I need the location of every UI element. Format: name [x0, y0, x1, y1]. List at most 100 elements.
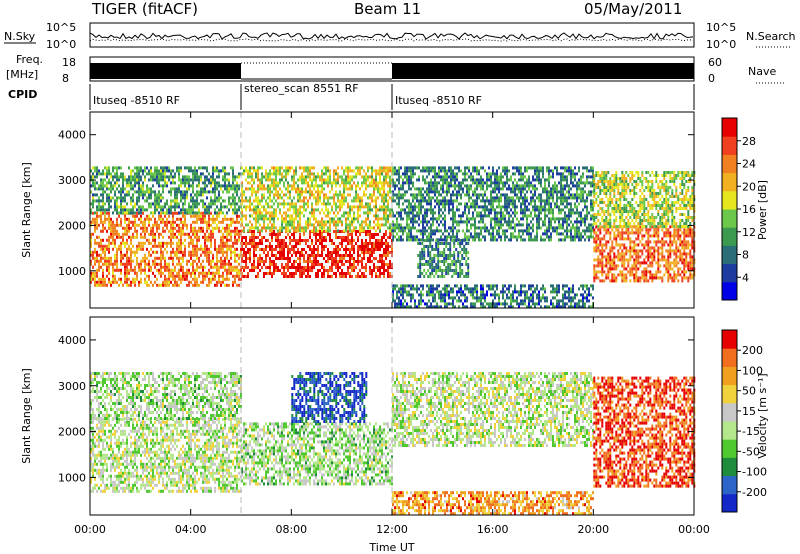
heat-cell — [279, 229, 281, 233]
heat-cell — [353, 220, 355, 224]
heat-cell — [126, 262, 128, 266]
heat-cell — [498, 181, 500, 185]
heat-cell — [216, 169, 218, 173]
heat-cell — [387, 266, 389, 269]
heat-cell — [146, 256, 148, 260]
heat-cell — [150, 190, 152, 194]
heat-cell — [160, 199, 162, 203]
heat-cell — [383, 169, 385, 173]
heat-cell — [241, 220, 243, 224]
heat-cell — [158, 169, 160, 173]
heat-cell — [301, 229, 303, 233]
heat-cell — [424, 169, 426, 173]
heat-cell — [100, 172, 102, 176]
heat-cell — [130, 262, 132, 266]
heat-cell — [263, 208, 265, 212]
heat-cell — [383, 175, 385, 179]
heat-cell — [122, 187, 124, 191]
heat-cell — [216, 268, 218, 272]
heat-cell — [232, 244, 234, 248]
heat-cell — [116, 247, 118, 251]
heat-cell — [418, 193, 420, 197]
heat-cell — [305, 202, 307, 206]
heat-cell — [311, 229, 313, 233]
heat-cell — [263, 236, 265, 239]
heat-cell — [357, 272, 359, 275]
heat-cell — [100, 214, 102, 218]
heat-cell — [265, 257, 267, 260]
heat-cell — [532, 184, 534, 188]
heat-cell — [377, 181, 379, 185]
heat-cell — [414, 226, 416, 230]
heat-cell — [232, 202, 234, 206]
heat-cell — [283, 202, 285, 206]
heat-cell — [241, 229, 243, 233]
heat-cell — [311, 193, 313, 197]
heat-cell — [245, 208, 247, 212]
heat-cell — [480, 232, 482, 236]
heat-cell — [279, 254, 281, 257]
heat-cell — [158, 193, 160, 197]
heat-cell — [269, 205, 271, 209]
heat-cell — [496, 172, 498, 176]
heat-cell — [241, 184, 243, 188]
heat-cell — [182, 220, 184, 224]
heat-cell — [114, 262, 116, 266]
heat-cell — [468, 193, 470, 197]
heat-cell — [245, 239, 247, 242]
heat-cell — [118, 223, 120, 227]
heat-cell — [241, 239, 243, 242]
heat-cell — [420, 187, 422, 191]
heat-cell — [148, 283, 150, 287]
heat-cell — [241, 245, 243, 248]
heat-cell — [488, 232, 490, 236]
heat-cell — [297, 199, 299, 203]
heat-cell — [440, 220, 442, 224]
heat-cell — [116, 253, 118, 257]
heat-cell — [224, 175, 226, 179]
heat-cell — [253, 181, 255, 185]
heat-cell — [255, 208, 257, 212]
heat-cell — [104, 220, 106, 224]
heat-cell — [257, 205, 259, 209]
heat-cell — [379, 169, 381, 173]
heat-cell — [271, 184, 273, 188]
heat-cell — [170, 244, 172, 248]
heat-cell — [178, 172, 180, 176]
heat-cell — [373, 263, 375, 266]
heat-cell — [114, 253, 116, 257]
heat-cell — [273, 202, 275, 206]
heat-cell — [496, 217, 498, 221]
heat-cell — [476, 214, 478, 218]
heat-cell — [317, 196, 319, 200]
heat-cell — [385, 169, 387, 173]
heat-cell — [389, 190, 391, 194]
heat-cell — [269, 172, 271, 176]
heat-cell — [160, 250, 162, 254]
heat-cell — [210, 217, 212, 221]
heat-cell — [226, 238, 228, 242]
heat-cell — [293, 260, 295, 263]
heat-cell — [241, 190, 243, 194]
heat-cell — [152, 214, 154, 218]
heat-cell — [361, 196, 363, 200]
heat-cell — [116, 181, 118, 185]
heat-cell — [313, 223, 315, 227]
heat-cell — [104, 256, 106, 260]
heat-cell — [377, 245, 379, 248]
heat-cell — [514, 166, 516, 170]
heat-cell — [204, 277, 206, 281]
heat-cell — [343, 272, 345, 275]
heat-cell — [142, 184, 144, 188]
heat-cell — [188, 235, 190, 239]
heat-cell — [357, 184, 359, 188]
heat-cell — [178, 190, 180, 194]
heat-cell — [361, 248, 363, 251]
heat-cell — [464, 235, 466, 239]
heat-cell — [140, 277, 142, 281]
heat-cell — [317, 199, 319, 203]
heat-cell — [456, 184, 458, 188]
heat-cell — [544, 220, 546, 224]
heat-cell — [287, 187, 289, 191]
heat-cell — [196, 241, 198, 245]
